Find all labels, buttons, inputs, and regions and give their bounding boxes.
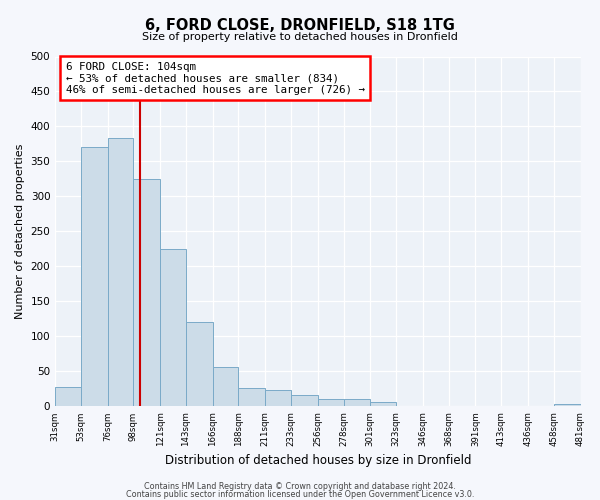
Bar <box>265 390 291 406</box>
Bar <box>160 249 186 406</box>
Text: Contains public sector information licensed under the Open Government Licence v3: Contains public sector information licen… <box>126 490 474 499</box>
Bar <box>291 395 318 406</box>
Bar <box>213 366 238 406</box>
Bar <box>238 388 265 406</box>
Bar <box>554 404 581 406</box>
Bar <box>370 402 396 406</box>
X-axis label: Distribution of detached houses by size in Dronfield: Distribution of detached houses by size … <box>164 454 471 468</box>
Text: Size of property relative to detached houses in Dronfield: Size of property relative to detached ho… <box>142 32 458 42</box>
Y-axis label: Number of detached properties: Number of detached properties <box>15 144 25 319</box>
Bar <box>81 148 108 406</box>
Bar <box>186 322 213 406</box>
Bar <box>133 179 160 406</box>
Text: 6 FORD CLOSE: 104sqm
← 53% of detached houses are smaller (834)
46% of semi-deta: 6 FORD CLOSE: 104sqm ← 53% of detached h… <box>65 62 365 95</box>
Bar <box>344 398 370 406</box>
Bar <box>318 400 344 406</box>
Text: 6, FORD CLOSE, DRONFIELD, S18 1TG: 6, FORD CLOSE, DRONFIELD, S18 1TG <box>145 18 455 32</box>
Bar <box>55 387 81 406</box>
Text: Contains HM Land Registry data © Crown copyright and database right 2024.: Contains HM Land Registry data © Crown c… <box>144 482 456 491</box>
Bar <box>108 138 133 406</box>
